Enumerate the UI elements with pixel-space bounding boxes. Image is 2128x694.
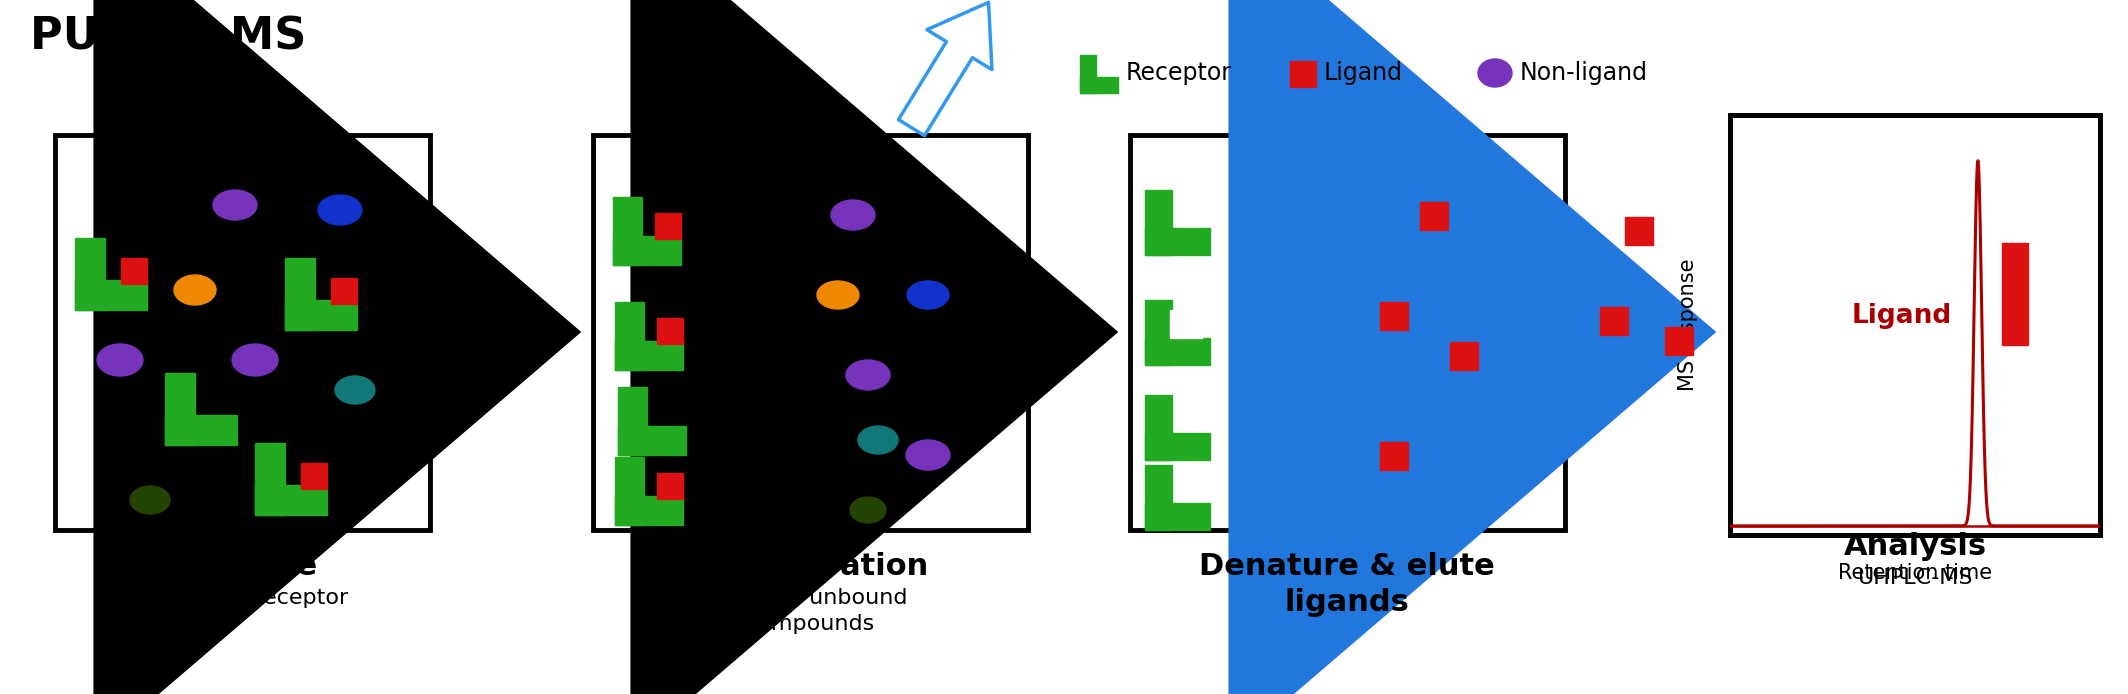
Bar xyxy=(1145,300,1173,365)
Bar xyxy=(1145,502,1211,530)
Text: Denature & elute: Denature & elute xyxy=(1198,552,1494,581)
Ellipse shape xyxy=(849,497,885,523)
Ellipse shape xyxy=(817,281,860,309)
Ellipse shape xyxy=(832,200,875,230)
FancyArrowPatch shape xyxy=(898,2,992,135)
Bar xyxy=(1145,228,1211,255)
Bar xyxy=(1290,61,1315,87)
Bar xyxy=(285,300,358,330)
Bar xyxy=(285,258,315,330)
Bar xyxy=(655,213,681,239)
Text: Incubate: Incubate xyxy=(166,552,317,581)
Text: Analysis: Analysis xyxy=(1843,532,1988,561)
Bar xyxy=(300,463,328,489)
Bar xyxy=(255,443,285,515)
Bar xyxy=(594,135,1028,530)
Ellipse shape xyxy=(907,281,949,309)
Bar xyxy=(615,457,643,525)
Bar xyxy=(1449,342,1479,370)
Bar xyxy=(1170,310,1202,338)
Text: UHPLC-MS: UHPLC-MS xyxy=(1858,568,1973,588)
Bar xyxy=(1730,115,2100,535)
Bar xyxy=(1145,190,1173,255)
Ellipse shape xyxy=(174,275,217,305)
Text: Receptor: Receptor xyxy=(1126,61,1232,85)
Ellipse shape xyxy=(213,190,257,220)
Bar xyxy=(1081,55,1096,93)
Ellipse shape xyxy=(907,440,949,470)
Text: Ligand: Ligand xyxy=(1324,61,1402,85)
Text: Remove unbound: Remove unbound xyxy=(713,588,909,608)
Bar xyxy=(1145,338,1211,365)
Bar xyxy=(658,473,683,499)
Ellipse shape xyxy=(98,344,143,376)
Text: Extract + Receptor: Extract + Receptor xyxy=(136,588,349,608)
Text: MS response: MS response xyxy=(1679,259,1698,391)
Bar xyxy=(1145,395,1173,460)
Bar xyxy=(1130,135,1564,530)
Ellipse shape xyxy=(847,360,890,390)
Bar xyxy=(615,496,683,525)
Bar xyxy=(617,426,685,455)
Bar xyxy=(1664,327,1694,355)
Bar xyxy=(121,258,147,284)
Bar xyxy=(1626,217,1653,245)
Bar xyxy=(1600,307,1628,335)
Bar xyxy=(166,415,236,445)
Ellipse shape xyxy=(334,376,375,404)
Bar xyxy=(658,318,683,344)
Text: ligands: ligands xyxy=(1285,588,1409,617)
Bar xyxy=(74,280,147,310)
Ellipse shape xyxy=(232,344,279,376)
Text: Ultrafiltration: Ultrafiltration xyxy=(692,552,928,581)
Bar xyxy=(2002,243,2028,345)
Ellipse shape xyxy=(858,426,898,454)
Bar xyxy=(615,341,683,370)
Bar xyxy=(1379,442,1409,470)
Bar xyxy=(615,302,643,370)
Bar xyxy=(55,135,430,530)
Text: PUF AS-MS: PUF AS-MS xyxy=(30,15,306,58)
Bar xyxy=(1419,202,1447,230)
Bar xyxy=(1145,465,1173,530)
Bar xyxy=(166,373,196,445)
Text: Retention time: Retention time xyxy=(1839,563,1992,583)
Bar xyxy=(255,485,328,515)
Bar xyxy=(1730,115,2100,535)
Text: compounds: compounds xyxy=(745,614,875,634)
Bar xyxy=(1145,432,1211,460)
Ellipse shape xyxy=(1479,59,1513,87)
Ellipse shape xyxy=(317,195,362,225)
Bar xyxy=(1081,77,1117,93)
Bar xyxy=(613,197,641,265)
Bar xyxy=(74,238,104,310)
Bar xyxy=(613,237,681,265)
Ellipse shape xyxy=(130,486,170,514)
Bar xyxy=(332,278,358,304)
Bar xyxy=(617,387,647,455)
Text: Non-ligand: Non-ligand xyxy=(1519,61,1647,85)
Text: Ligand: Ligand xyxy=(1851,303,1951,329)
Bar xyxy=(1379,302,1409,330)
